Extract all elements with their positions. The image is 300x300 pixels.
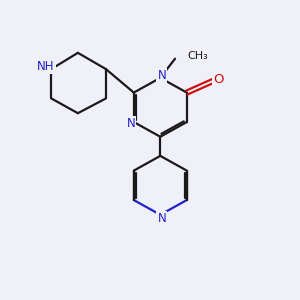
- Text: N: N: [158, 212, 166, 225]
- Text: N: N: [127, 117, 135, 130]
- Text: CH₃: CH₃: [188, 51, 208, 62]
- Text: O: O: [213, 73, 224, 86]
- Text: NH: NH: [37, 60, 55, 73]
- Text: N: N: [158, 69, 166, 82]
